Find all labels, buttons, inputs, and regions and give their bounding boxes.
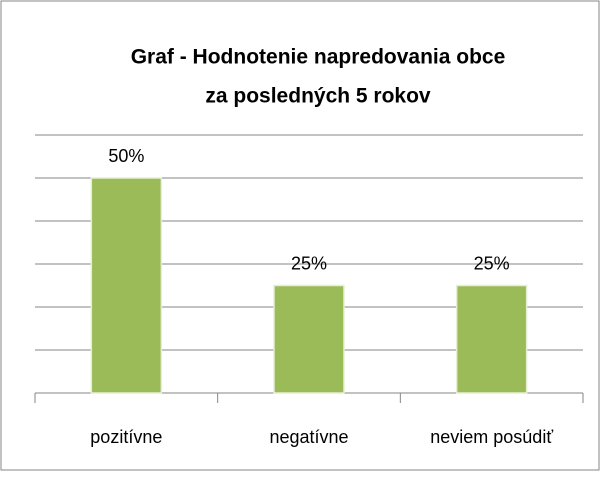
data-label: 25%: [291, 253, 327, 273]
x-tick-label: neviem posúdiť: [430, 427, 553, 447]
x-tick-label: pozitívne: [90, 427, 162, 447]
data-label: 50%: [108, 146, 144, 166]
chart-title: za posledných 5 rokov: [205, 85, 431, 108]
data-label: 25%: [474, 253, 510, 273]
bar: [90, 177, 163, 394]
chart-title: Graf - Hodnotenie napredovania obce: [131, 46, 506, 69]
bar: [273, 284, 345, 394]
bar: [455, 284, 528, 394]
x-tick-label: negatívne: [269, 427, 348, 447]
